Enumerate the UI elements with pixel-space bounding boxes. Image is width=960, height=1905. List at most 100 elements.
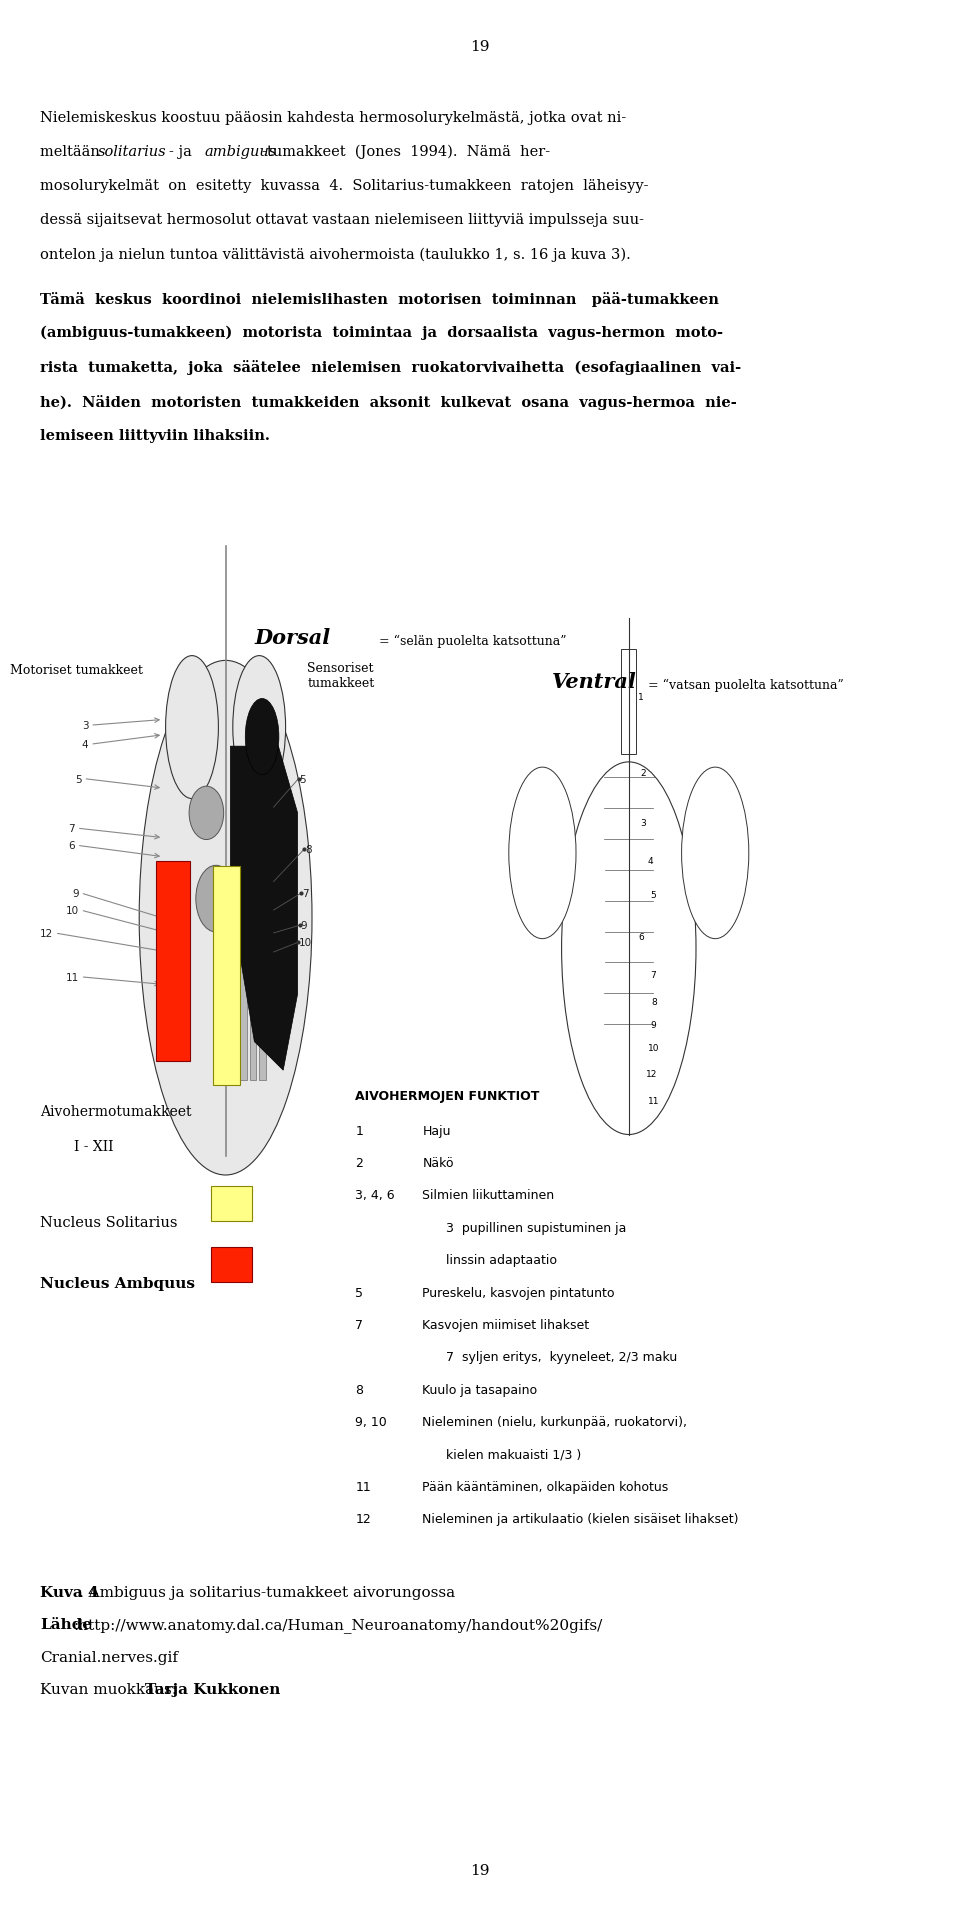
Text: Aivohermotumakkeet: Aivohermotumakkeet: [40, 1105, 192, 1118]
FancyBboxPatch shape: [211, 1248, 252, 1282]
Text: 7: 7: [68, 823, 75, 834]
Ellipse shape: [165, 655, 218, 800]
Text: 5: 5: [355, 1286, 363, 1299]
Ellipse shape: [139, 661, 312, 1175]
Text: 9: 9: [650, 1021, 656, 1029]
Text: Nieleminen ja artikulaatio (kielen sisäiset lihakset): Nieleminen ja artikulaatio (kielen sisäi…: [422, 1513, 739, 1526]
Text: kielen makuaisti 1/3 ): kielen makuaisti 1/3 ): [446, 1448, 582, 1461]
Text: 8: 8: [355, 1383, 363, 1396]
Text: :http://www.anatomy.dal.ca/Human_Neuroanatomy/handout%20gifs/: :http://www.anatomy.dal.ca/Human_Neuroan…: [73, 1617, 602, 1633]
Text: lemiseen liittyviin lihaksiin.: lemiseen liittyviin lihaksiin.: [40, 429, 270, 442]
Text: -tumakkeet  (Jones  1994).  Nämä  her-: -tumakkeet (Jones 1994). Nämä her-: [262, 145, 550, 160]
Text: 3: 3: [82, 720, 88, 732]
FancyBboxPatch shape: [211, 1187, 252, 1221]
Text: 9: 9: [72, 888, 79, 899]
Text: Nielemiskeskus koostuu pääosin kahdesta hermosolurykelmästä, jotka ovat ni-: Nielemiskeskus koostuu pääosin kahdesta …: [40, 110, 627, 124]
Ellipse shape: [233, 655, 286, 800]
Text: ambiguus: ambiguus: [204, 145, 277, 158]
Text: 9, 10: 9, 10: [355, 1415, 387, 1429]
Text: Tarja Kukkonen: Tarja Kukkonen: [145, 1682, 280, 1695]
Text: 3, 4, 6: 3, 4, 6: [355, 1189, 395, 1202]
Text: = “vatsan puolelta katsottuna”: = “vatsan puolelta katsottuna”: [648, 678, 844, 692]
Text: (ambiguus-tumakkeen)  motorista  toimintaa  ja  dorsaalista  vagus-hermon  moto-: (ambiguus-tumakkeen) motorista toimintaa…: [40, 326, 723, 341]
Text: I - XII: I - XII: [74, 1139, 113, 1153]
Text: Näkö: Näkö: [422, 1156, 454, 1170]
Ellipse shape: [189, 787, 224, 840]
Text: 12: 12: [39, 928, 53, 939]
FancyBboxPatch shape: [240, 928, 247, 1080]
Text: Pään kääntäminen, olkapäiden kohotus: Pään kääntäminen, olkapäiden kohotus: [422, 1480, 669, 1494]
Text: AIVOHERMOJEN FUNKTIOT: AIVOHERMOJEN FUNKTIOT: [355, 1090, 540, 1103]
Text: ontelon ja nielun tuntoa välittävistä aivohermoista (taulukko 1, s. 16 ja kuva 3: ontelon ja nielun tuntoa välittävistä ai…: [40, 248, 631, 263]
Text: 4: 4: [82, 739, 88, 751]
Text: Nucleus Ambquus: Nucleus Ambquus: [40, 1276, 195, 1290]
Text: 2: 2: [640, 770, 646, 777]
Ellipse shape: [196, 865, 236, 933]
FancyBboxPatch shape: [621, 650, 636, 754]
Text: 2: 2: [355, 1156, 363, 1170]
FancyBboxPatch shape: [213, 867, 240, 1086]
Text: Lähde: Lähde: [40, 1617, 92, 1631]
Text: 5: 5: [75, 773, 82, 785]
Ellipse shape: [682, 768, 749, 939]
Ellipse shape: [509, 768, 576, 939]
Text: 10: 10: [648, 1044, 660, 1052]
Text: Silmien liikuttaminen: Silmien liikuttaminen: [422, 1189, 555, 1202]
Text: Nucleus Solitarius: Nucleus Solitarius: [40, 1215, 178, 1229]
Text: - ja: - ja: [169, 145, 197, 158]
Text: 10: 10: [299, 937, 312, 949]
Text: 12: 12: [355, 1513, 371, 1526]
Text: 7  syljen eritys,  kyyneleet, 2/3 maku: 7 syljen eritys, kyyneleet, 2/3 maku: [446, 1351, 678, 1364]
Polygon shape: [230, 747, 298, 1071]
Ellipse shape: [245, 699, 278, 775]
Text: he).  Näiden  motoristen  tumakkeiden  aksonit  kulkevat  osana  vagus-hermoa  n: he). Näiden motoristen tumakkeiden akson…: [40, 394, 737, 410]
Text: Tämä  keskus  koordinoi  nielemislihasten  motorisen  toiminnan   pää-tumakkeen: Tämä keskus koordinoi nielemislihasten m…: [40, 291, 719, 307]
Text: 4: 4: [648, 857, 654, 865]
Text: 8: 8: [305, 844, 312, 855]
Text: Sensoriset
tumakkeet: Sensoriset tumakkeet: [307, 661, 374, 690]
Text: 11: 11: [65, 972, 79, 983]
Text: 9: 9: [300, 920, 307, 932]
FancyBboxPatch shape: [259, 928, 266, 1080]
Text: 3: 3: [640, 819, 646, 827]
Text: 8: 8: [652, 998, 658, 1006]
Text: . Ambiguus ja solitarius-tumakkeet aivorungossa: . Ambiguus ja solitarius-tumakkeet aivor…: [80, 1585, 456, 1598]
Text: Dorsal: Dorsal: [254, 629, 330, 648]
Text: dessä sijaitsevat hermosolut ottavat vastaan nielemiseen liittyviä impulsseja su: dessä sijaitsevat hermosolut ottavat vas…: [40, 213, 644, 227]
Text: 10: 10: [65, 905, 79, 916]
FancyBboxPatch shape: [156, 861, 190, 1061]
Text: Kuvan muokkaus:: Kuvan muokkaus:: [40, 1682, 182, 1695]
Text: 19: 19: [470, 40, 490, 53]
Text: = “selän puolelta katsottuna”: = “selän puolelta katsottuna”: [379, 634, 566, 648]
Text: 11: 11: [355, 1480, 371, 1494]
Text: rista  tumaketta,  joka  säätelee  nielemisen  ruokatorvivaihetta  (esofagiaalin: rista tumaketta, joka säätelee nielemise…: [40, 360, 741, 375]
Text: 7: 7: [302, 888, 309, 899]
FancyBboxPatch shape: [250, 928, 256, 1080]
Text: 1: 1: [355, 1124, 363, 1137]
Text: 6: 6: [68, 840, 75, 852]
Text: solitarius: solitarius: [98, 145, 166, 158]
Text: Pureskelu, kasvojen pintatunto: Pureskelu, kasvojen pintatunto: [422, 1286, 615, 1299]
Ellipse shape: [562, 762, 696, 1135]
Text: 3  pupillinen supistuminen ja: 3 pupillinen supistuminen ja: [446, 1221, 627, 1234]
Text: mosolurykelmät  on  esitetty  kuvassa  4.  Solitarius-tumakkeen  ratojen  läheis: mosolurykelmät on esitetty kuvassa 4. So…: [40, 179, 649, 192]
Text: 7: 7: [355, 1318, 363, 1332]
Text: 19: 19: [470, 1863, 490, 1876]
Text: 12: 12: [646, 1071, 658, 1078]
Text: meltään: meltään: [40, 145, 105, 158]
Text: Kasvojen miimiset lihakset: Kasvojen miimiset lihakset: [422, 1318, 589, 1332]
Text: 5: 5: [300, 773, 306, 785]
Text: Kuva 4: Kuva 4: [40, 1585, 99, 1598]
Text: Motoriset tumakkeet: Motoriset tumakkeet: [10, 663, 142, 676]
Text: Haju: Haju: [422, 1124, 451, 1137]
Text: Kuulo ja tasapaino: Kuulo ja tasapaino: [422, 1383, 538, 1396]
Text: Nieleminen (nielu, kurkunpää, ruokatorvi),: Nieleminen (nielu, kurkunpää, ruokatorvi…: [422, 1415, 687, 1429]
Text: 1: 1: [638, 693, 644, 701]
Text: 11: 11: [648, 1097, 660, 1105]
Text: 6: 6: [638, 933, 644, 941]
Text: Cranial.nerves.gif: Cranial.nerves.gif: [40, 1650, 179, 1663]
Text: Ventral: Ventral: [552, 672, 636, 692]
Text: 5: 5: [650, 892, 656, 899]
Text: 7: 7: [650, 972, 656, 979]
Text: linssin adaptaatio: linssin adaptaatio: [446, 1253, 558, 1267]
